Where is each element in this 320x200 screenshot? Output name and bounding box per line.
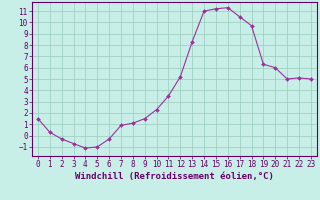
- X-axis label: Windchill (Refroidissement éolien,°C): Windchill (Refroidissement éolien,°C): [75, 172, 274, 181]
